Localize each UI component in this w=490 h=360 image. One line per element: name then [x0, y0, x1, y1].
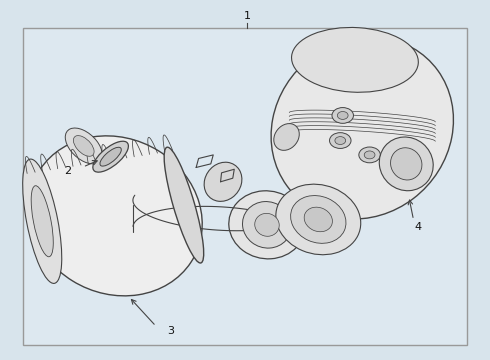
Ellipse shape — [229, 191, 305, 259]
Text: 1: 1 — [244, 11, 251, 21]
FancyBboxPatch shape — [23, 28, 467, 345]
Ellipse shape — [93, 141, 128, 172]
Ellipse shape — [335, 136, 345, 144]
Ellipse shape — [204, 162, 242, 201]
Ellipse shape — [330, 133, 351, 148]
Ellipse shape — [332, 108, 353, 123]
Ellipse shape — [337, 112, 348, 120]
Ellipse shape — [364, 151, 375, 159]
Ellipse shape — [23, 159, 62, 283]
Ellipse shape — [276, 184, 361, 255]
Ellipse shape — [255, 213, 279, 236]
Ellipse shape — [271, 37, 453, 219]
Text: 2: 2 — [65, 166, 72, 176]
Ellipse shape — [29, 136, 202, 296]
Ellipse shape — [65, 128, 102, 164]
Ellipse shape — [100, 147, 122, 166]
Ellipse shape — [292, 27, 418, 92]
Ellipse shape — [31, 186, 53, 257]
Text: 3: 3 — [167, 326, 174, 336]
Ellipse shape — [359, 147, 380, 163]
Ellipse shape — [274, 123, 299, 150]
Ellipse shape — [391, 148, 422, 180]
Ellipse shape — [164, 147, 204, 263]
Ellipse shape — [379, 137, 433, 191]
Ellipse shape — [304, 207, 332, 232]
Ellipse shape — [243, 202, 292, 248]
Ellipse shape — [74, 136, 94, 156]
Text: 4: 4 — [415, 222, 422, 232]
Ellipse shape — [291, 195, 346, 243]
